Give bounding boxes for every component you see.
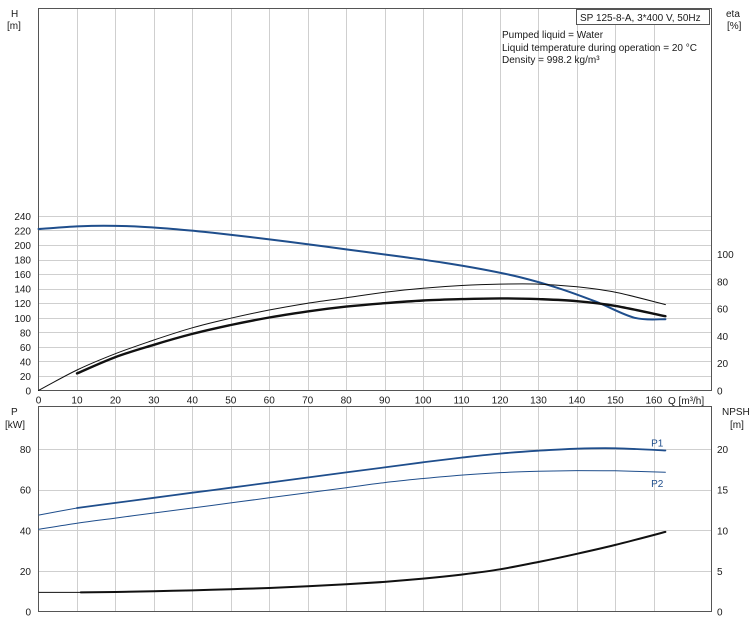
npsh-tick-label: 0 bbox=[717, 608, 723, 619]
h-tick-label: 140 bbox=[14, 285, 31, 296]
npsh-axis-label: NPSH bbox=[722, 407, 750, 418]
h-tick-label: 120 bbox=[14, 299, 31, 310]
p-tick-label: 80 bbox=[20, 445, 32, 456]
p-tick-label: 60 bbox=[20, 486, 32, 497]
npsh-curve bbox=[79, 530, 667, 594]
h-tick-label: 220 bbox=[14, 226, 31, 237]
series: P1 P2 bbox=[37, 224, 667, 594]
eta-tick-label: 20 bbox=[717, 359, 729, 370]
h-axis-label: H bbox=[11, 9, 18, 20]
x-tick-label: 130 bbox=[530, 396, 547, 407]
model-label-box: SP 125-8-A, 3*400 V, 50Hz bbox=[576, 9, 710, 25]
npsh-tick-label: 10 bbox=[717, 526, 729, 537]
h-tick-label: 60 bbox=[20, 343, 32, 354]
npsh-unit-label: [m] bbox=[730, 420, 744, 431]
x-tick-label: 90 bbox=[379, 396, 391, 407]
x-tick-label: 140 bbox=[569, 396, 586, 407]
p1-series-label: P1 bbox=[651, 439, 664, 450]
x-tick-label: 10 bbox=[71, 396, 83, 407]
lower-plot-frame bbox=[38, 406, 712, 612]
npsh-tick-label: 15 bbox=[717, 486, 729, 497]
h-tick-label: 240 bbox=[14, 212, 31, 223]
p-unit-label: [kW] bbox=[5, 420, 25, 431]
x-tick-label: 70 bbox=[302, 396, 314, 407]
h-tick-label: 0 bbox=[25, 387, 31, 398]
p-tick-label: 0 bbox=[25, 608, 31, 619]
p1-power-curve-extension bbox=[38, 507, 78, 516]
eta-unit-label: [%] bbox=[727, 21, 742, 32]
x-tick-label: 50 bbox=[225, 396, 237, 407]
x-tick-label: 150 bbox=[607, 396, 624, 407]
x-tick-label: 110 bbox=[454, 396, 470, 407]
h-tick-label: 20 bbox=[20, 372, 32, 383]
h-tick-label: 200 bbox=[14, 241, 31, 252]
h-tick-label: 180 bbox=[14, 256, 31, 267]
p-tick-label: 20 bbox=[20, 567, 32, 578]
x-tick-label: 160 bbox=[645, 396, 662, 407]
tick-labels: 0 10 20 30 40 50 60 70 80 90 100 110 120 130 140 150 160… bbox=[14, 212, 734, 619]
x-tick-label: 20 bbox=[110, 396, 122, 407]
h-tick-label: 80 bbox=[20, 328, 32, 339]
q-axis-label: Q [m³/h] bbox=[668, 396, 704, 407]
p-axis-label: P bbox=[11, 407, 18, 418]
eta-tick-label: 40 bbox=[717, 332, 729, 343]
eta-tick-label: 60 bbox=[717, 305, 729, 316]
eta-tick-label: 100 bbox=[717, 250, 734, 261]
p1-power-curve bbox=[76, 447, 667, 509]
model-label-frame bbox=[576, 9, 710, 25]
info-density: Density = 998.2 kg/m³ bbox=[502, 55, 600, 66]
head-curve bbox=[37, 224, 667, 321]
h-unit-label: [m] bbox=[7, 21, 21, 32]
grid bbox=[38, 8, 712, 612]
info-liquid-temperature: Liquid temperature during operation = 20… bbox=[502, 43, 697, 54]
model-label: SP 125-8-A, 3*400 V, 50Hz bbox=[580, 13, 701, 24]
x-tick-label: 80 bbox=[341, 396, 353, 407]
x-tick-label: 100 bbox=[415, 396, 432, 407]
h-tick-label: 160 bbox=[14, 270, 31, 281]
eta-tick-label: 80 bbox=[717, 277, 729, 288]
x-tick-label: 40 bbox=[187, 396, 199, 407]
x-tick-label: 120 bbox=[492, 396, 509, 407]
eta-axis-label: eta bbox=[726, 9, 740, 20]
upper-plot-frame bbox=[38, 8, 712, 391]
efficiency-curve-thick bbox=[75, 297, 667, 375]
eta-tick-label: 0 bbox=[717, 387, 723, 398]
npsh-tick-label: 20 bbox=[717, 445, 729, 456]
npsh-tick-label: 5 bbox=[717, 567, 723, 578]
efficiency-curve-thin bbox=[38, 283, 666, 391]
x-tick-label: 60 bbox=[264, 396, 276, 407]
plot-frames bbox=[38, 8, 712, 612]
h-tick-label: 40 bbox=[20, 357, 32, 368]
x-tick-label: 0 bbox=[36, 396, 42, 407]
info-pumped-liquid: Pumped liquid = Water bbox=[502, 30, 604, 41]
p2-power-curve bbox=[38, 470, 666, 530]
p2-series-label: P2 bbox=[651, 479, 664, 490]
h-tick-label: 100 bbox=[14, 314, 31, 325]
x-tick-label: 30 bbox=[148, 396, 160, 407]
p-tick-label: 40 bbox=[20, 526, 32, 537]
